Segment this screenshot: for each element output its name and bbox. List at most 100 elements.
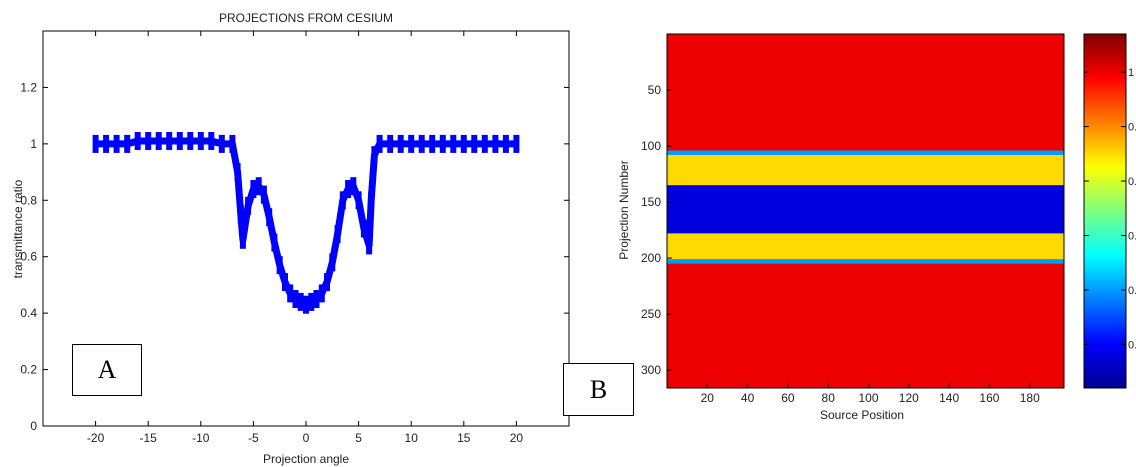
data-point (471, 134, 478, 153)
data-point (492, 134, 499, 153)
data-point (460, 134, 467, 153)
x-tick-label: -15 (140, 431, 158, 445)
heatmap-band (667, 263, 1064, 389)
colorbar-gradient (1083, 33, 1127, 389)
y-tick-label: 250 (641, 307, 661, 321)
data-point (371, 146, 378, 165)
data-point (408, 134, 415, 153)
data-point (134, 132, 141, 150)
colorbar-tick-label: 0.9 (1128, 122, 1136, 134)
x-axis-label: Source Position (820, 408, 904, 422)
data-point (350, 177, 357, 196)
y-tick-label: 150 (641, 195, 661, 209)
data-point (124, 134, 131, 153)
data-point (450, 134, 457, 153)
heatmap-band (667, 155, 1064, 186)
data-point (92, 134, 99, 153)
heatmap-band (667, 185, 1064, 234)
colorbar-ticks: 0.5 0.6 0.7 0.8 0.9 1 (1084, 67, 1136, 351)
data-point (239, 230, 246, 249)
heatmap-chart: 20 40 60 80 100 120 140 160 180 50 100 150 200 250 30… (617, 33, 1065, 422)
data-point (276, 256, 283, 275)
data-point (429, 134, 436, 153)
heatmap-band (667, 34, 1064, 151)
x-tick-label: -20 (87, 431, 105, 445)
heatmap-band (667, 150, 1064, 156)
y-axis-label: Projection Number (617, 160, 631, 259)
panel-label-b: B (563, 363, 634, 416)
data-point (218, 134, 225, 153)
data-point (329, 253, 336, 272)
data-point (334, 225, 341, 244)
data-point (250, 180, 257, 198)
data-point (308, 292, 315, 311)
x-tick-label: 140 (939, 391, 959, 405)
x-tick-label: -10 (192, 431, 210, 445)
y-tick-label: 0.2 (20, 363, 37, 377)
data-point (324, 273, 330, 292)
data-point (368, 191, 375, 210)
data-point (282, 273, 288, 292)
colorbar-tick-label: 0.6 (1128, 285, 1136, 297)
data-point (318, 284, 325, 303)
data-point (376, 134, 383, 153)
y-tick-label: 0.4 (20, 306, 37, 320)
x-tick-label: 100 (859, 391, 879, 405)
data-point (176, 132, 183, 150)
data-point (237, 205, 244, 224)
colorbar-tick-label: 0.8 (1128, 176, 1136, 188)
data-point (266, 208, 273, 227)
data-point (260, 185, 267, 204)
scatter-series (92, 132, 520, 314)
heatmap-bands (666, 33, 1065, 389)
data-point (287, 284, 294, 303)
x-tick-label: 60 (781, 391, 795, 405)
colorbar: 0.5 0.6 0.7 0.8 0.9 1 (1083, 33, 1136, 389)
data-point (366, 236, 373, 255)
y-tick-label: 300 (641, 363, 661, 377)
data-point (297, 292, 304, 311)
data-point (303, 295, 309, 314)
panel-label-a: A (72, 344, 142, 396)
data-point (229, 134, 236, 153)
y-tick-label: 100 (641, 139, 661, 153)
data-point (345, 180, 352, 198)
data-point (339, 191, 346, 210)
data-point (255, 177, 262, 196)
y-tick-label: 1 (30, 137, 37, 151)
data-point (397, 134, 404, 153)
x-tick-label: 120 (899, 391, 919, 405)
data-point (418, 134, 425, 153)
data-point (166, 132, 173, 150)
y-tick-label: 50 (648, 83, 662, 97)
data-point (481, 134, 488, 153)
data-point (355, 191, 362, 210)
x-tick-label: 0 (303, 431, 310, 445)
heatmap-border (666, 33, 1065, 389)
data-point (360, 219, 367, 238)
x-tick-label: 80 (822, 391, 836, 405)
data-point (187, 132, 194, 150)
y-tick-label: 0.6 (20, 250, 37, 264)
data-point (155, 132, 162, 150)
data-point (292, 290, 299, 308)
x-tick-label: 40 (741, 391, 755, 405)
y-tick-label: 0 (30, 419, 37, 433)
data-point (208, 132, 215, 150)
data-point (113, 134, 120, 153)
x-tick-label: -5 (248, 431, 259, 445)
x-tick-label: 5 (355, 431, 362, 445)
y-axis-ticks: 0 0.2 0.4 0.6 0.8 1 1.2 (20, 80, 569, 433)
y-tick-label: 200 (641, 251, 661, 265)
line-chart: PROJECTIONS FROM CESIUM -20 -15 -10 -5 0 5 10 1… (11, 11, 570, 466)
chart-title: PROJECTIONS FROM CESIUM (219, 11, 393, 25)
data-point (103, 134, 110, 153)
x-tick-label: 20 (510, 431, 524, 445)
data-point (502, 134, 509, 153)
y-axis-ticks: 50 100 150 200 250 300 (641, 83, 672, 377)
heatmap-band (667, 259, 1064, 265)
x-tick-label: 10 (405, 431, 419, 445)
x-tick-label: 160 (979, 391, 999, 405)
heatmap-band (667, 233, 1064, 260)
